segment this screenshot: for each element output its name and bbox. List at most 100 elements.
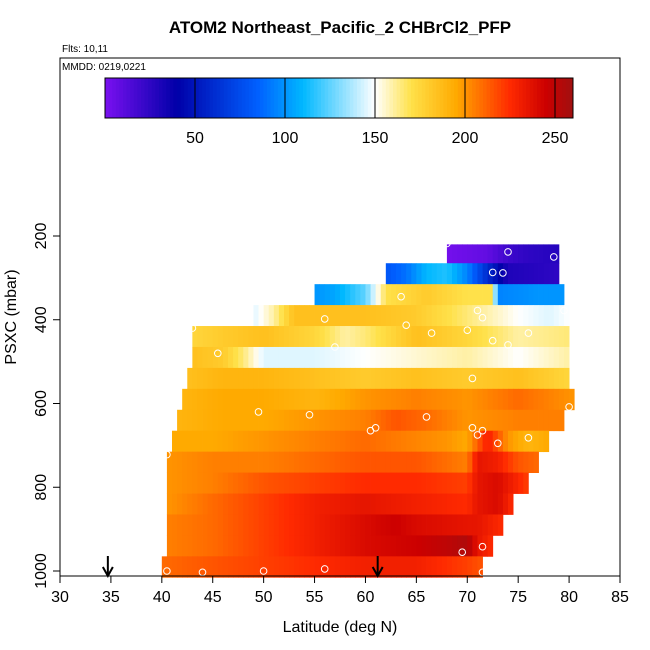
heatmap-cell	[197, 451, 203, 473]
heatmap-cell	[482, 493, 489, 515]
heatmap-cell	[258, 430, 265, 453]
heatmap-cell	[334, 493, 341, 515]
heatmap-cell	[253, 535, 259, 557]
heatmap-cell	[187, 556, 193, 578]
heatmap-cell	[411, 535, 417, 557]
heatmap-cell	[380, 305, 387, 327]
heatmap-cell	[207, 346, 214, 369]
heatmap-cell	[253, 305, 259, 327]
heatmap-cell	[329, 326, 336, 348]
heatmap-cell	[518, 409, 524, 432]
heatmap-cell	[299, 409, 305, 432]
heatmap-cell	[172, 430, 178, 453]
heatmap-cell	[360, 535, 366, 557]
heatmap-cell	[497, 367, 504, 390]
heatmap-cell	[350, 388, 356, 411]
heatmap-cell	[370, 305, 377, 327]
heatmap-cell	[421, 556, 427, 578]
heatmap-cell	[360, 493, 366, 515]
heatmap-cell	[477, 535, 483, 557]
heatmap-cell	[243, 451, 249, 473]
heatmap-cell	[528, 244, 534, 264]
sample-point	[478, 542, 487, 551]
heatmap-cell	[508, 388, 514, 411]
heatmap-cell	[411, 451, 417, 473]
sample-point	[422, 413, 431, 421]
heatmap-cell	[334, 409, 341, 432]
heatmap-cell	[411, 388, 417, 411]
heatmap-cell	[222, 514, 229, 536]
heatmap-cell	[309, 305, 315, 327]
heatmap-cell	[360, 305, 366, 327]
heatmap-cell	[217, 451, 224, 473]
heatmap-cell	[334, 430, 341, 453]
heatmap-cell	[166, 472, 173, 494]
heatmap-cell	[212, 514, 219, 536]
heatmap-cell	[416, 388, 422, 411]
heatmap-cell	[482, 346, 489, 369]
heatmap-cell	[426, 263, 433, 285]
heatmap-cell	[426, 326, 433, 348]
heatmap-cell	[411, 326, 417, 348]
colorbar-segment	[292, 78, 297, 118]
heatmap-cell	[222, 346, 229, 369]
heatmap-cell	[340, 514, 346, 536]
heatmap-cell	[406, 451, 412, 473]
heatmap-cell	[548, 263, 555, 285]
heatmap-cell	[258, 346, 265, 369]
heatmap-cell	[294, 388, 300, 411]
heatmap-cell	[187, 472, 193, 494]
heatmap-cell	[197, 346, 203, 369]
heatmap-cell	[385, 284, 392, 306]
heatmap-cell	[477, 472, 483, 494]
heatmap-cell	[411, 556, 417, 578]
heatmap-cell	[228, 430, 234, 453]
heatmap-cell	[462, 514, 468, 536]
heatmap-cell	[375, 430, 382, 453]
heatmap-cell	[284, 451, 290, 473]
heatmap-cell	[446, 244, 453, 264]
heatmap-cell	[243, 388, 249, 411]
colorbar-segment	[245, 78, 250, 118]
heatmap-cell	[166, 493, 173, 515]
heatmap-cell	[492, 493, 499, 515]
heatmap-cell	[441, 472, 448, 494]
heatmap-cell	[263, 535, 270, 557]
heatmap-cell	[319, 430, 326, 453]
heatmap-cell	[355, 556, 361, 578]
heatmap-cell	[207, 367, 214, 390]
heatmap-cell	[207, 388, 214, 411]
heatmap-cell	[253, 430, 259, 453]
heatmap-cell	[324, 493, 331, 515]
colorbar-segment	[385, 78, 390, 118]
heatmap-cell	[334, 535, 341, 557]
heatmap-cell	[492, 388, 499, 411]
colorbar-segment	[511, 78, 516, 118]
heatmap-cell	[309, 367, 315, 390]
heatmap-cell	[401, 305, 407, 327]
heatmap-cell	[212, 556, 219, 578]
heatmap-cell	[355, 284, 361, 306]
heatmap-cell	[380, 472, 387, 494]
heatmap-cell	[513, 388, 519, 411]
colorbar-segment	[303, 78, 308, 118]
colorbar-segment	[155, 78, 160, 118]
heatmap-cell	[268, 535, 275, 557]
heatmap-cell	[518, 388, 524, 411]
heatmap-cell	[523, 409, 529, 432]
heatmap-cell	[467, 326, 473, 348]
heatmap-cell	[197, 493, 203, 515]
colorbar-segment	[112, 78, 117, 118]
heatmap-cell	[441, 346, 448, 369]
colorbar-segment	[209, 78, 214, 118]
heatmap-cell	[314, 367, 321, 390]
heatmap-cell	[390, 388, 397, 411]
heatmap-cell	[467, 305, 473, 327]
heatmap-cell	[431, 346, 438, 369]
heatmap-cell	[513, 263, 519, 285]
heatmap-cell	[182, 388, 188, 411]
heatmap-cell	[523, 451, 529, 473]
heatmap-cell	[452, 409, 458, 432]
sample-point	[473, 306, 482, 315]
heatmap-cell	[253, 367, 259, 390]
